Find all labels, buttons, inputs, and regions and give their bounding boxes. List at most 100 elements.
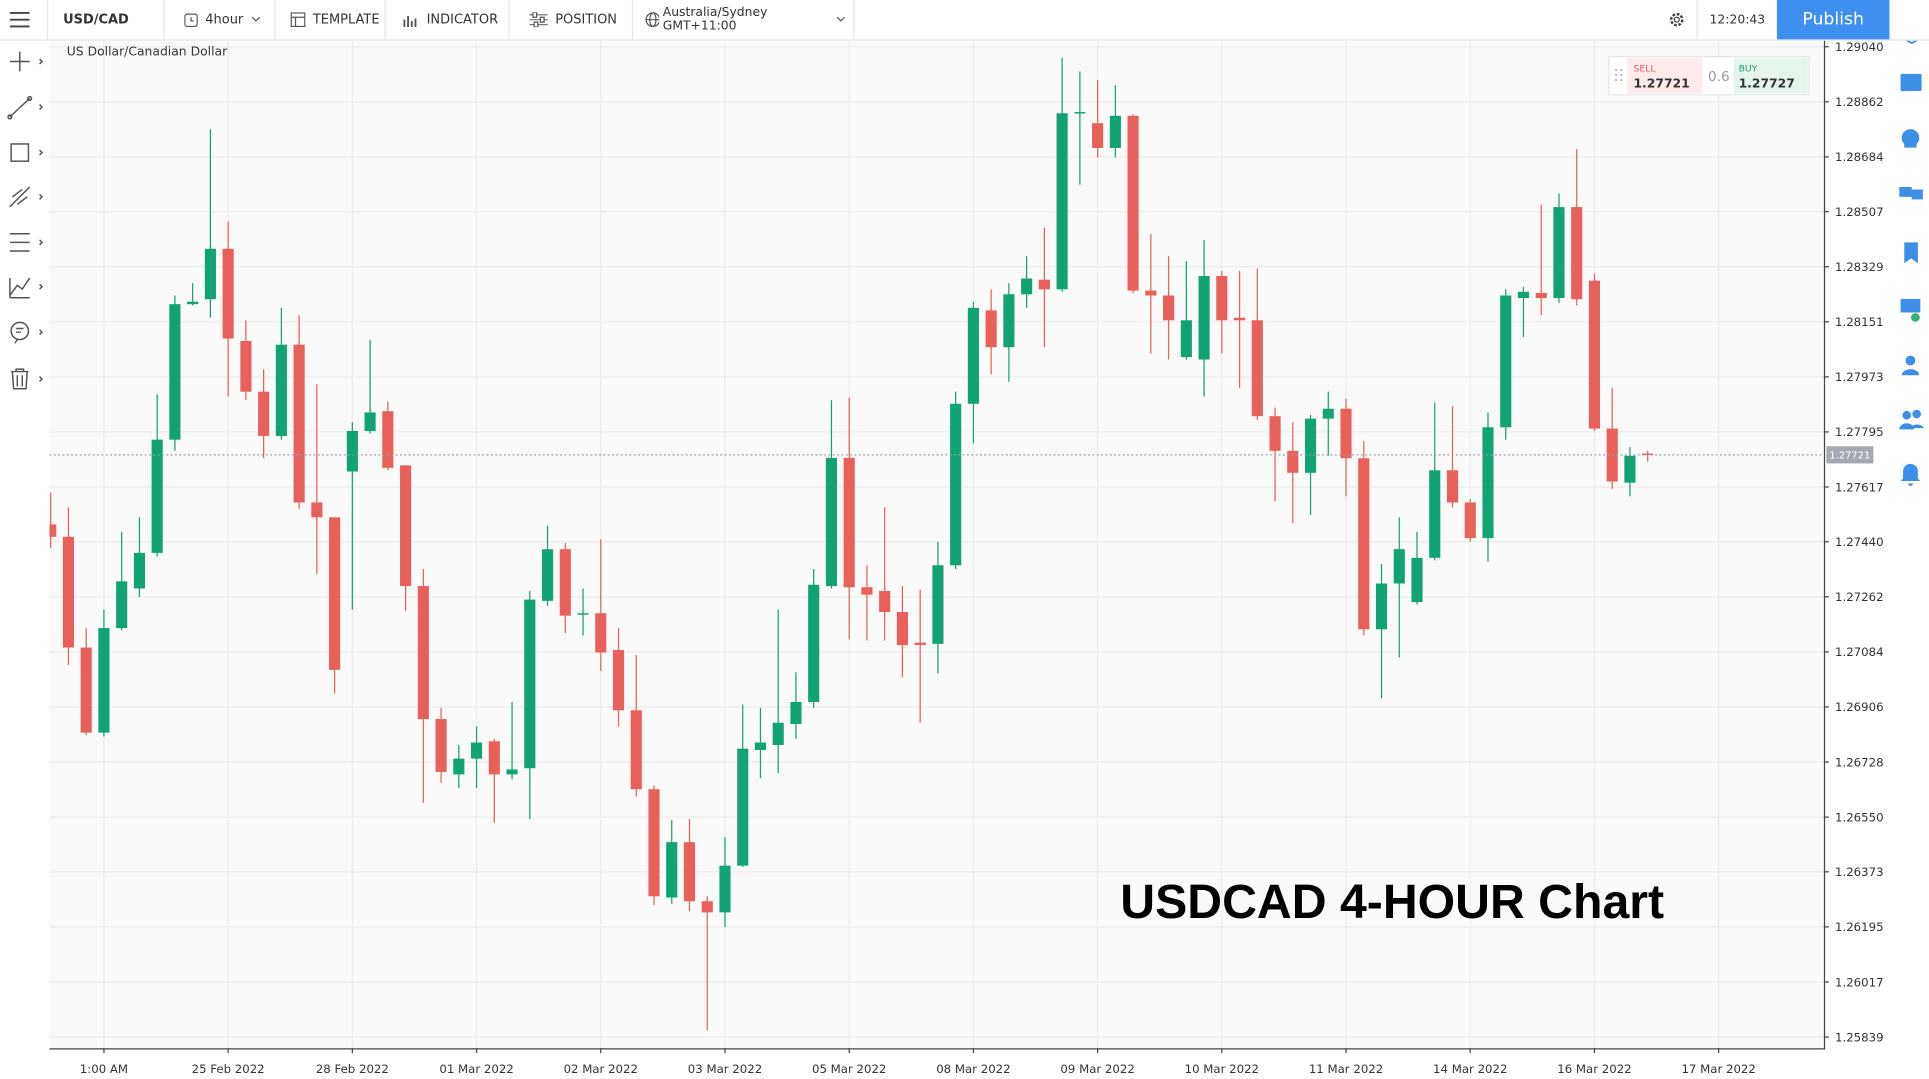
candle-body xyxy=(1234,317,1246,321)
y-tick-label: 1.26550 xyxy=(1835,810,1884,824)
candle-body xyxy=(577,613,589,615)
candle-body xyxy=(1517,291,1530,298)
timezone: Australia/Sydney GMT+11:00 xyxy=(662,6,768,34)
publish-label: Publish xyxy=(1802,9,1865,30)
candle-body xyxy=(754,742,767,750)
candle-body xyxy=(648,789,660,897)
interval: 4hour xyxy=(205,12,244,28)
profile-icon[interactable] xyxy=(1901,355,1920,376)
candle-body xyxy=(808,584,820,703)
pattern-tool[interactable] xyxy=(9,186,44,208)
candle-body xyxy=(311,502,323,518)
buy-label: BUY xyxy=(1739,63,1758,74)
timezone-selector[interactable]: Australia/Sydney GMT+11:00 xyxy=(633,0,855,40)
sell-box[interactable] xyxy=(1627,57,1703,94)
candle-body xyxy=(1340,408,1352,459)
x-tick-label: 03 Mar 2022 xyxy=(688,1062,762,1076)
candle-body xyxy=(1482,427,1494,539)
projection-tool[interactable] xyxy=(9,277,44,299)
y-tick-label: 1.27262 xyxy=(1835,590,1884,604)
candle-body xyxy=(612,650,625,711)
indicator-button[interactable]: INDICATOR xyxy=(386,0,510,40)
candle-body xyxy=(595,613,607,653)
menu-button[interactable] xyxy=(9,11,30,28)
candle-body xyxy=(1216,276,1228,321)
y-tick-label: 1.26373 xyxy=(1835,865,1884,879)
shape-tool[interactable] xyxy=(10,143,44,162)
drag-handle xyxy=(1614,68,1623,82)
delete-tool[interactable] xyxy=(11,368,44,390)
x-tick-label: 11 Mar 2022 xyxy=(1309,1062,1383,1076)
crosshair-tool[interactable] xyxy=(9,51,44,72)
y-tick-label: 1.26195 xyxy=(1835,920,1884,934)
candle-body xyxy=(1393,549,1405,584)
position-button[interactable]: POSITION xyxy=(509,0,634,40)
candle-body xyxy=(275,344,287,436)
candle-body xyxy=(435,719,447,772)
candle-body xyxy=(737,748,749,866)
candle-body xyxy=(1446,470,1459,503)
template-icon xyxy=(290,12,306,28)
candle-body xyxy=(825,457,838,586)
candle-body xyxy=(541,549,554,601)
candle-body xyxy=(1553,207,1565,298)
candle-body xyxy=(1464,502,1476,539)
last-price-box xyxy=(1826,446,1874,464)
symbol-selector[interactable]: USD/CAD xyxy=(46,0,165,40)
alerts-icon[interactable] xyxy=(1900,463,1921,486)
fib-tool[interactable] xyxy=(9,233,44,252)
calendar-icon[interactable] xyxy=(1900,73,1922,92)
candle-body xyxy=(258,391,270,436)
idea-icon[interactable] xyxy=(1901,129,1920,148)
annotation-tool[interactable] xyxy=(10,321,44,344)
bookmark-icon[interactable] xyxy=(1904,242,1918,264)
candle-body xyxy=(151,439,163,553)
candle-body xyxy=(932,565,944,644)
candle-body xyxy=(1588,280,1601,429)
interval-selector[interactable]: 4hour xyxy=(164,0,276,40)
template-button[interactable]: TEMPLATE xyxy=(276,0,386,40)
community-icon[interactable] xyxy=(1899,409,1925,430)
x-tick-label: 08 Mar 2022 xyxy=(936,1062,1010,1076)
indicator-label: INDICATOR xyxy=(426,12,499,28)
top-toolbar: USD/CAD 4hour TEMPLATE INDICATOR POSITIO… xyxy=(0,0,1929,41)
line-tool[interactable] xyxy=(7,95,44,120)
candle-body xyxy=(1251,320,1263,417)
candle-body xyxy=(49,524,57,537)
candle-body xyxy=(1021,278,1033,295)
candle-body xyxy=(1092,123,1104,148)
buy-box[interactable] xyxy=(1733,57,1808,94)
news-icon[interactable] xyxy=(1899,187,1923,200)
y-tick-label: 1.28684 xyxy=(1835,150,1884,164)
y-tick-label: 1.28329 xyxy=(1835,260,1884,274)
candle-body xyxy=(843,457,855,588)
candle-body xyxy=(488,741,500,775)
y-tick-label: 1.27617 xyxy=(1835,480,1884,494)
y-tick-label: 1.26906 xyxy=(1835,700,1884,714)
x-tick-label: 1:00 AM xyxy=(80,1062,128,1076)
candle-body xyxy=(879,590,891,612)
plot-background xyxy=(49,40,1824,1050)
candle-body xyxy=(1624,455,1636,483)
settings-button[interactable] xyxy=(1668,11,1685,28)
candle-body xyxy=(666,842,678,898)
candle-body xyxy=(524,599,536,769)
candle-body xyxy=(506,769,518,775)
time: 12:20:43 xyxy=(1709,12,1766,27)
candle-body xyxy=(630,710,642,790)
x-tick-label: 14 Mar 2022 xyxy=(1433,1062,1507,1076)
x-tick-label: 16 Mar 2022 xyxy=(1557,1062,1631,1076)
publish-button[interactable]: Publish xyxy=(1776,0,1890,40)
candle-body xyxy=(701,901,713,913)
candle-body xyxy=(116,581,128,629)
candle-body xyxy=(222,248,234,339)
candle-body xyxy=(1074,112,1086,114)
screen-icon[interactable] xyxy=(1900,298,1921,313)
candle-body xyxy=(240,340,252,392)
candle-body xyxy=(382,411,394,468)
spread: 0.6 xyxy=(1708,69,1730,85)
position-icon xyxy=(529,12,548,28)
quote-widget[interactable]: SELL 1.27721 0.6 BUY 1.27727 xyxy=(1608,55,1810,96)
